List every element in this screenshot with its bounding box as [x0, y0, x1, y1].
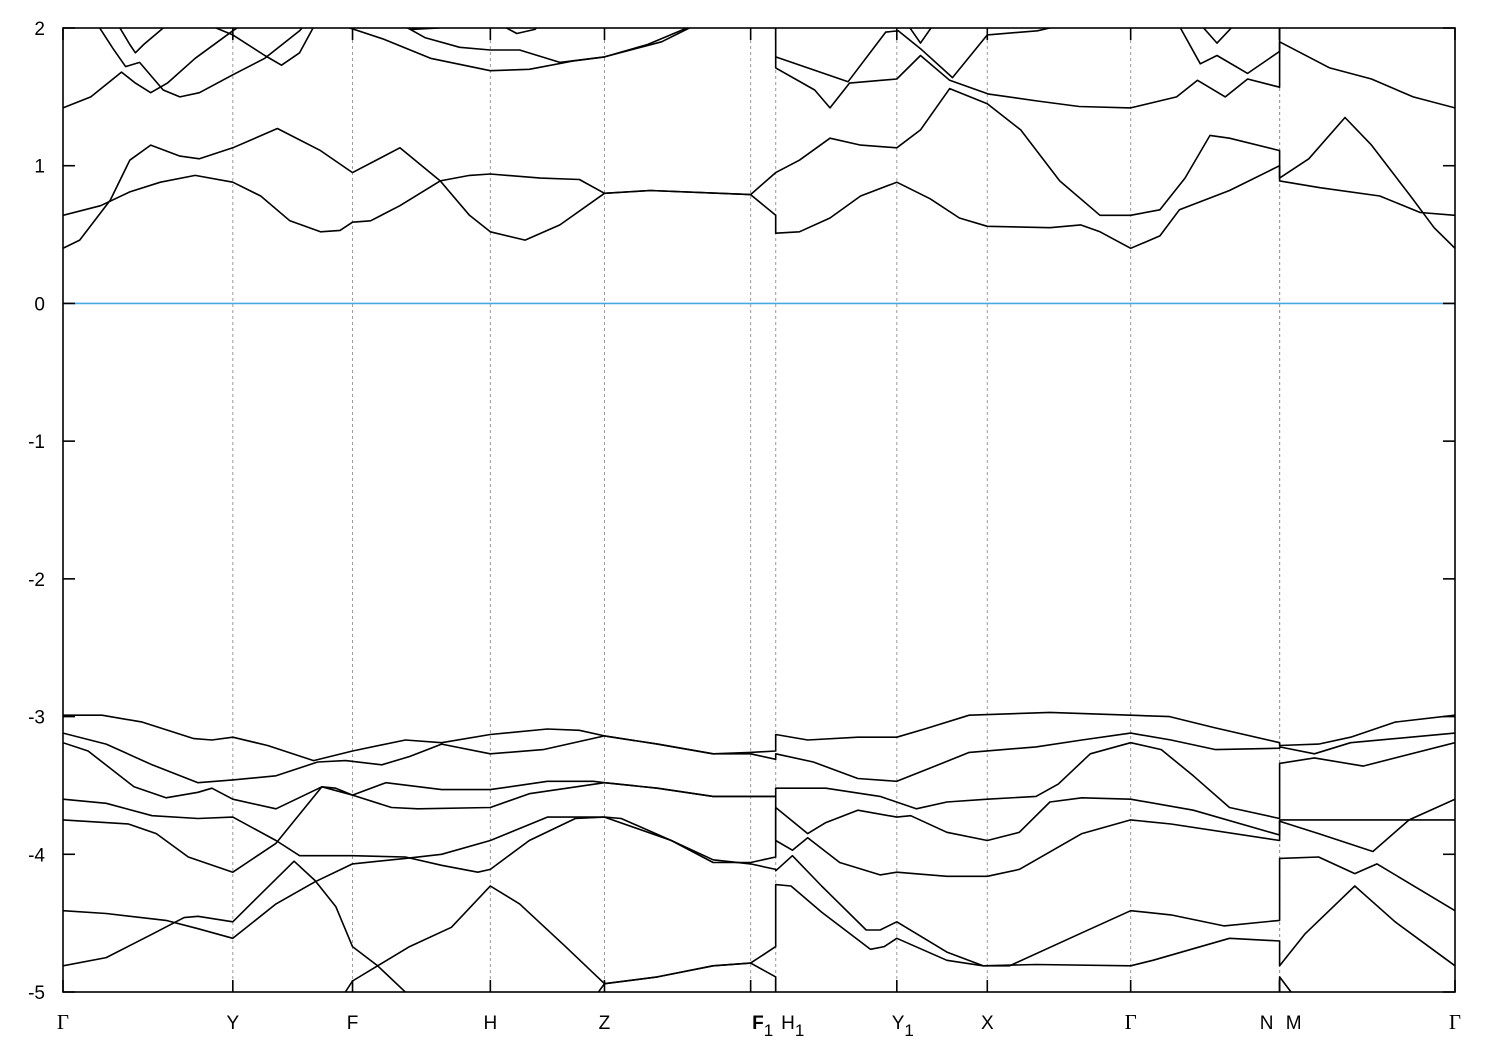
- band-line-12: [98, 28, 304, 98]
- band-line-14: [213, 28, 314, 66]
- band-line-16: [406, 28, 689, 64]
- kpoint-name: H: [781, 1013, 795, 1034]
- plot-frame: [62, 27, 1456, 993]
- x-tick-label: Y: [226, 1013, 239, 1034]
- band-line-6: [63, 816, 1455, 967]
- kpoint-name: X: [981, 1013, 994, 1034]
- y-tick-label: -2: [28, 570, 45, 591]
- kpoint-name: F: [347, 1013, 359, 1034]
- band-line-3: [63, 741, 1455, 820]
- x-tick-label: Γ: [1449, 1010, 1461, 1034]
- x-tick-label: Y1: [892, 1013, 914, 1040]
- y-tick-label: -4: [28, 845, 45, 866]
- kpoint-name: Z: [599, 1013, 611, 1034]
- x-tick-label: F: [347, 1013, 359, 1034]
- band-line-19: [774, 28, 1455, 109]
- y-tick-label: -1: [28, 432, 45, 453]
- band-line-9: [63, 164, 1455, 250]
- kpoint-gridlines: [232, 28, 1281, 992]
- band-line-17: [405, 28, 443, 31]
- x-tick-label: X: [981, 1013, 994, 1034]
- kpoint-subscript: 1: [795, 1021, 804, 1040]
- x-tick-label: H: [483, 1013, 497, 1034]
- kpoint-name: Γ: [1449, 1010, 1461, 1034]
- kpoint-name: Γ: [57, 1010, 69, 1034]
- band-line-2: [63, 732, 1455, 784]
- y-tick-label: 2: [34, 19, 45, 40]
- kpoint-name: M: [1286, 1013, 1302, 1034]
- kpoint-subscript: 1: [764, 1021, 773, 1040]
- x-tick-label: F1: [752, 1013, 773, 1040]
- band-line-5: [63, 780, 1455, 878]
- x-tick-label: H1: [781, 1013, 804, 1040]
- band-line-22: [1179, 28, 1281, 75]
- band-line-1: [63, 711, 1455, 762]
- bands: [63, 28, 1455, 992]
- x-tick-label: Γ: [1125, 1010, 1137, 1034]
- band-line-10: [63, 87, 1455, 250]
- y-tick-label: 0: [34, 294, 45, 315]
- band-line-23: [1202, 28, 1233, 44]
- band-line-15: [347, 28, 692, 72]
- x-tick-labels: Γ Y F H Z F1 H1 Y1 X Γ N M Γ: [57, 1010, 1461, 1040]
- y-tick-labels: -5 -4 -3 -2 -1 0 1 2: [28, 19, 45, 1004]
- kpoint-name: H: [483, 1013, 497, 1034]
- y-tick-label: 1: [34, 157, 45, 178]
- y-tick-label: -3: [28, 708, 45, 729]
- kpoint-name: Y: [226, 1013, 239, 1034]
- x-tick-label: M: [1286, 1013, 1302, 1034]
- kpoint-name: N: [1260, 1013, 1274, 1034]
- band-line-11: [63, 28, 239, 109]
- band-line-20: [775, 28, 1054, 83]
- band-line-7: [63, 860, 1293, 992]
- x-tick-label: Z: [599, 1013, 611, 1034]
- y-tick-label: -5: [28, 983, 45, 1004]
- x-tick-label: N: [1260, 1013, 1274, 1034]
- kpoint-name: Y: [892, 1013, 905, 1034]
- band-line-18: [504, 28, 538, 35]
- axis-ticks: [62, 27, 1456, 993]
- kpoint-subscript: 1: [904, 1021, 913, 1040]
- band-line-8: [344, 883, 1455, 992]
- x-tick-label: Γ: [57, 1010, 69, 1034]
- kpoint-name: F: [752, 1013, 764, 1034]
- band-line-13: [119, 28, 165, 54]
- kpoint-name: Γ: [1125, 1010, 1137, 1034]
